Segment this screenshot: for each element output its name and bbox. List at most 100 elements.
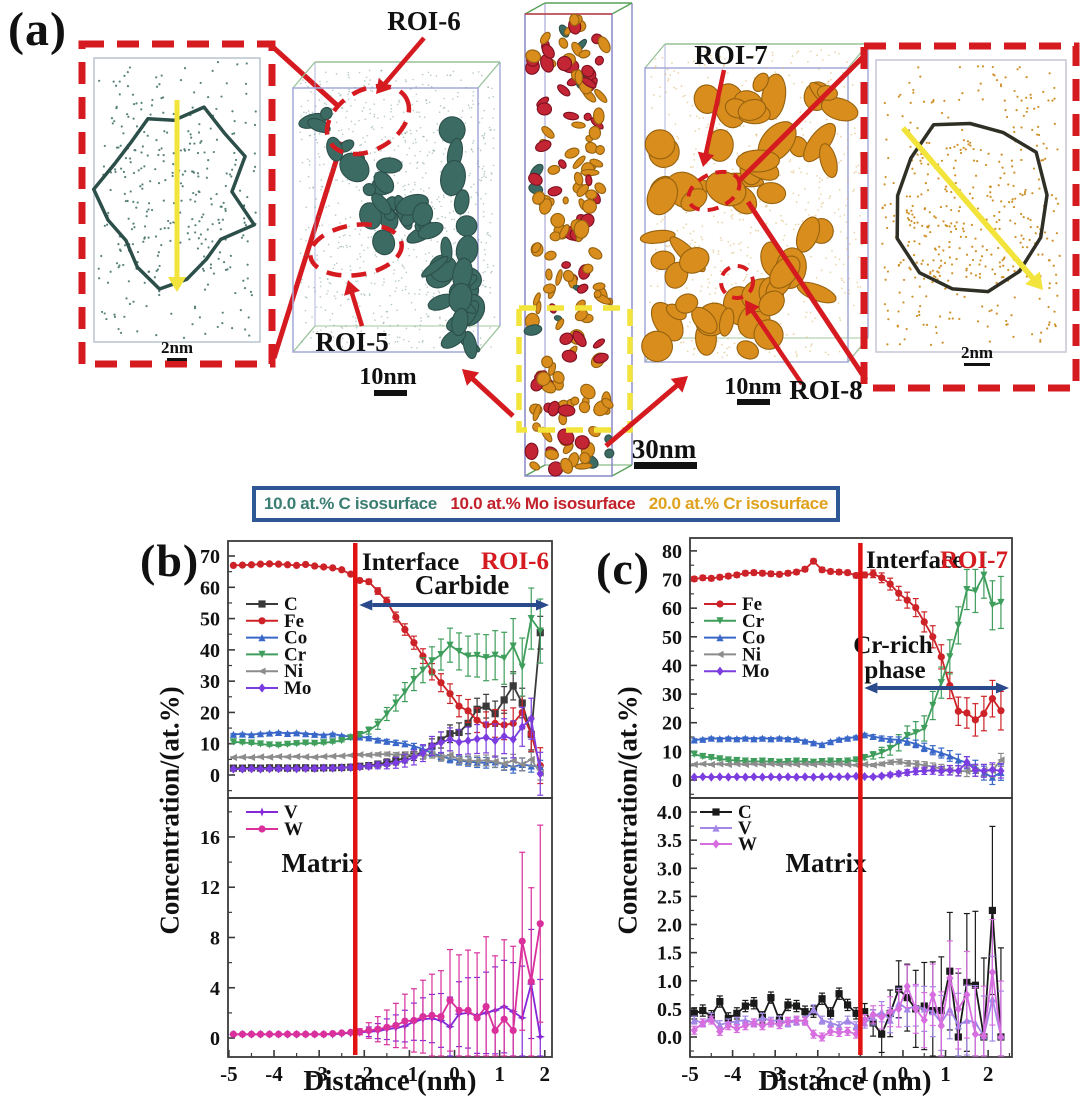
- xtick-label: -4: [265, 1062, 283, 1086]
- panel-b-ylabel: Concentration/(at.%): [154, 686, 185, 935]
- legend-label-Fe: Fe: [742, 594, 762, 615]
- series-b-bottom-W: [229, 824, 544, 1057]
- series-c-bottom-V: [690, 955, 1005, 1057]
- legend-label-Cr: Cr: [284, 644, 307, 665]
- x-axis-title: Distance (nm): [303, 1065, 476, 1097]
- ytick-label: 3.0: [657, 858, 682, 880]
- xtick-label: -5: [681, 1062, 699, 1086]
- ytick-label: 12: [200, 877, 220, 899]
- ytick-label: 10: [662, 741, 682, 763]
- legend-label-Co: Co: [742, 628, 765, 649]
- ytick-label: 4.0: [657, 802, 682, 824]
- series-b-top-Fe: [229, 560, 544, 785]
- series-c-bottom-W: [690, 918, 1005, 1057]
- mo-isosurface-legend-item: 10.0 at.% Mo isosurface: [450, 494, 636, 513]
- xtick-label: -3: [766, 1062, 784, 1086]
- magnification-lines-left: [271, 46, 345, 359]
- ytick-label: 30: [662, 684, 682, 706]
- series-b-top-C: [229, 615, 544, 772]
- panel-a-label: (a): [8, 3, 67, 56]
- series-b-top-Ni: [229, 750, 544, 781]
- roi6-label: ROI-6: [387, 6, 461, 36]
- xtick-label: -5: [220, 1062, 238, 1086]
- xtick-label: 1: [494, 1062, 505, 1086]
- roi5-ellipse: [308, 222, 404, 278]
- legend-label-Cr: Cr: [742, 611, 765, 632]
- needle-scale-bar: [634, 462, 697, 469]
- ytick-label: 70: [662, 570, 682, 592]
- xtick-label: -3: [310, 1062, 328, 1086]
- xtick-label: 2: [540, 1062, 551, 1086]
- series-c-top-Co: [690, 731, 1005, 786]
- region-label-line2: phase: [864, 657, 925, 684]
- teal-isosurface-box: [292, 61, 501, 360]
- ytick-label: 40: [662, 655, 682, 677]
- ytick-label: 50: [200, 609, 220, 631]
- xtick-label: 1: [940, 1062, 951, 1086]
- ytick-label: 1.5: [657, 943, 682, 965]
- roi7-label: ROI-7: [694, 40, 768, 70]
- ytick-label: 60: [200, 577, 220, 599]
- series-b-top-Cr: [229, 587, 544, 749]
- ytick-label: 0.5: [657, 999, 682, 1021]
- orange-isosurface-box: [639, 43, 869, 363]
- orange-box-scale-bar: [737, 399, 770, 405]
- left-inset: [78, 40, 276, 368]
- ytick-label: 40: [200, 640, 220, 662]
- series-c-top-Mo: [690, 756, 1005, 782]
- ytick-label: 8: [210, 927, 220, 949]
- legend-label-Mo: Mo: [284, 678, 311, 699]
- needle-highlight-box: [516, 305, 633, 433]
- series-b-top-Mo: [229, 697, 544, 796]
- legend-label-W: W: [284, 819, 303, 840]
- ytick-label: 0: [210, 765, 220, 787]
- xtick-label: -2: [356, 1062, 374, 1086]
- matrix-label: Matrix: [786, 848, 867, 878]
- magnification-lines-right: [738, 52, 869, 382]
- needle-reconstruction: [516, 2, 633, 477]
- roi8-circle: [719, 264, 755, 300]
- ytick-label: 20: [662, 713, 682, 735]
- xtick-label: -4: [724, 1062, 742, 1086]
- right-inset: [860, 42, 1080, 392]
- left-inset-scale-label: 2nm: [160, 338, 194, 357]
- legend-label-C: C: [284, 594, 298, 615]
- series-c-bottom-C: [690, 825, 1005, 1057]
- teal-box-scale-label: 10nm: [359, 364, 417, 390]
- legend-label-C: C: [738, 802, 752, 823]
- series-c-top-Ni: [690, 752, 1005, 778]
- ytick-label: 0.0: [657, 1027, 682, 1049]
- ytick-label: 4: [210, 978, 220, 1000]
- region-label: Carbide: [415, 570, 510, 600]
- legend-label-Ni: Ni: [742, 644, 761, 665]
- roi8-label: ROI-8: [789, 375, 863, 405]
- xtick-label: -1: [401, 1062, 419, 1086]
- c-isosurface-legend-item: 10.0 at.% C isosurface: [264, 494, 437, 513]
- panel-c-ylabel: Concentration/(at.%): [612, 686, 643, 935]
- ytick-label: 70: [200, 546, 220, 568]
- orange-box-scale-label: 10nm: [724, 374, 782, 400]
- ytick-label: 20: [200, 702, 220, 724]
- series-b-bottom-V: [228, 928, 545, 1057]
- xtick-label: -1: [852, 1062, 870, 1086]
- ytick-label: 50: [662, 627, 682, 649]
- xtick-label: 2: [983, 1062, 994, 1086]
- xtick-label: -2: [809, 1062, 827, 1086]
- series-b-top-Co: [229, 728, 544, 774]
- legend-label-Mo: Mo: [742, 661, 769, 682]
- legend-label-W: W: [738, 834, 757, 855]
- ytick-label: 30: [200, 671, 220, 693]
- legend-label-Co: Co: [284, 628, 307, 649]
- legend-label-V: V: [738, 818, 752, 839]
- region-label-line1: Cr-rich: [853, 632, 933, 659]
- roi-chart-label: ROI-7: [940, 547, 1008, 574]
- ytick-label: 10: [200, 734, 220, 756]
- roi7-ellipse: [686, 169, 742, 213]
- ytick-label: 16: [200, 827, 220, 849]
- chart-c-bottom: 0.0 0.5 1.0 1.5 2.0 2.5 3.0 3.5 4.0 -5 -4 -3 -2 -1 0 1 2…: [657, 797, 1013, 1097]
- xtick-label: 0: [898, 1062, 909, 1086]
- needle-scale-label: 30nm: [631, 434, 697, 464]
- right-inset-scale-label: 2nm: [960, 343, 994, 362]
